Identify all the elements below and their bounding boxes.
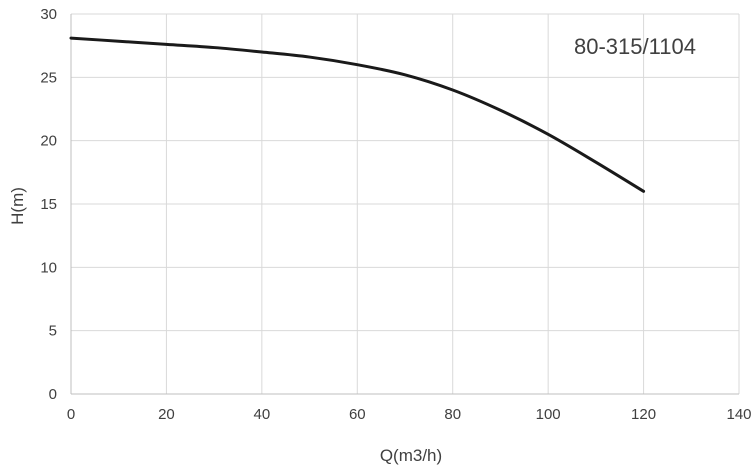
y-tick-label: 30 <box>40 6 57 23</box>
y-tick-label: 25 <box>40 69 57 86</box>
tick-labels: 0 20 40 60 80 100 120 140 0 5 10 15 20 25 30 <box>40 6 751 423</box>
x-tick-label: 60 <box>349 406 366 423</box>
y-tick-label: 0 <box>49 386 57 403</box>
x-axis-title: Q(m3/h) <box>380 446 442 465</box>
head-flow-curve <box>69 36 646 193</box>
y-tick-label: 10 <box>40 259 57 276</box>
x-tick-label: 140 <box>726 406 751 423</box>
grid-layer <box>71 13 740 394</box>
curve-annotation: 80-315/1104 <box>574 34 696 59</box>
x-tick-label: 20 <box>158 406 175 423</box>
y-axis-title: H(m) <box>8 187 27 225</box>
x-tick-label: 80 <box>444 406 461 423</box>
x-tick-label: 40 <box>254 406 271 423</box>
x-tick-label: 100 <box>536 406 561 423</box>
series-layer <box>69 36 646 193</box>
axis-layer <box>70 14 739 395</box>
x-tick-label: 0 <box>67 406 75 423</box>
x-tick-label: 120 <box>631 406 656 423</box>
y-tick-label: 5 <box>49 323 57 340</box>
y-tick-label: 15 <box>40 196 57 213</box>
y-tick-label: 20 <box>40 133 57 150</box>
